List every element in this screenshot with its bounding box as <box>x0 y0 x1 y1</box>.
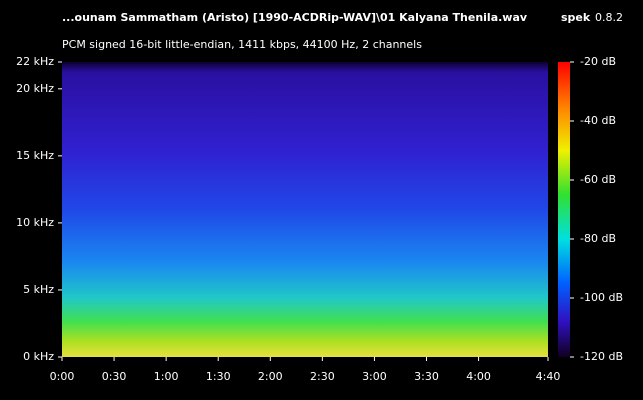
x-tick-label: 1:00 <box>154 370 179 383</box>
subtitle: PCM signed 16-bit little-endian, 1411 kb… <box>62 38 422 51</box>
colorbar-tick-label: -40 dB <box>580 114 616 127</box>
app-version: 0.8.2 <box>595 11 623 24</box>
colorbar <box>558 62 570 357</box>
y-tick-label: 22 kHz <box>16 55 54 68</box>
colorbar-tick-label: -60 dB <box>580 173 616 186</box>
y-tick-label: 5 kHz <box>23 283 54 296</box>
x-tick-label: 0:00 <box>50 370 75 383</box>
x-tick-label: 0:30 <box>102 370 127 383</box>
y-tick-label: 20 kHz <box>16 82 54 95</box>
y-tick-label: 10 kHz <box>16 216 54 229</box>
x-tick-label: 4:40 <box>536 370 561 383</box>
y-tick-label: 0 kHz <box>23 350 54 363</box>
spectrogram-image <box>62 62 548 357</box>
x-tick-label: 3:00 <box>362 370 387 383</box>
y-tick-label: 15 kHz <box>16 149 54 162</box>
x-tick-label: 1:30 <box>206 370 231 383</box>
x-tick-label: 2:00 <box>258 370 283 383</box>
x-tick-label: 2:30 <box>310 370 335 383</box>
colorbar-tick-label: -80 dB <box>580 232 616 245</box>
title: ...ounam Sammatham (Aristo) [1990-ACDRip… <box>62 11 528 24</box>
colorbar-tick-label: -120 dB <box>580 350 623 363</box>
x-tick-label: 3:30 <box>414 370 439 383</box>
colorbar-tick-label: -100 dB <box>580 291 623 304</box>
x-tick-label: 4:00 <box>466 370 491 383</box>
app-name: spek <box>561 11 591 24</box>
colorbar-tick-label: -20 dB <box>580 55 616 68</box>
